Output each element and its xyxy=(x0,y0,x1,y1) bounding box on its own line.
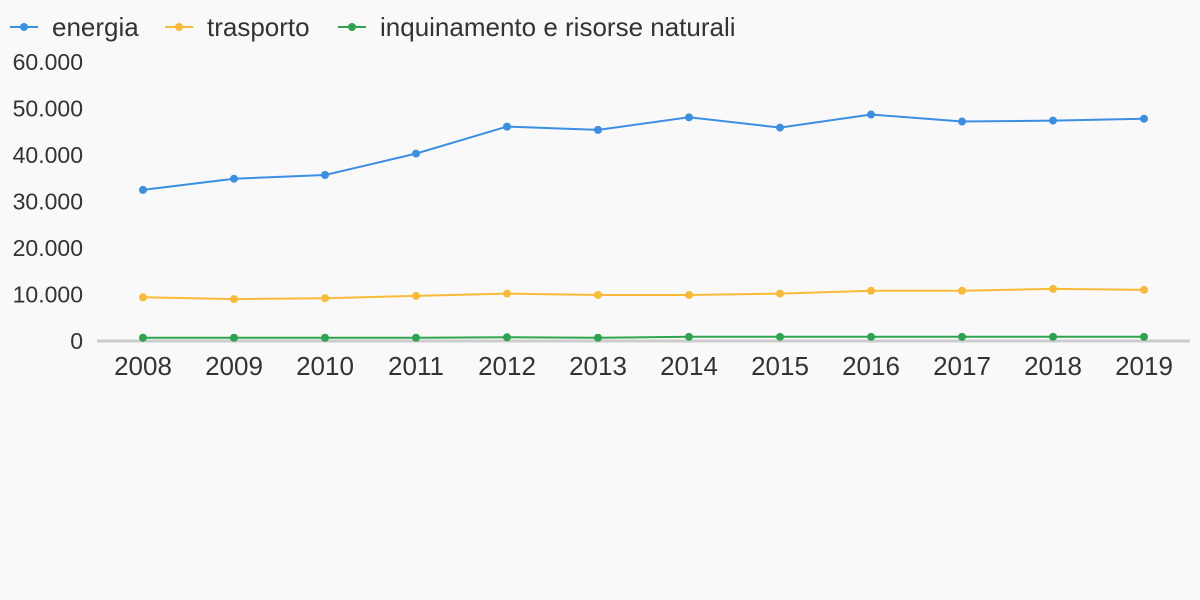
y-tick-label: 30.000 xyxy=(13,189,83,215)
data-point[interactable] xyxy=(594,125,602,134)
x-tick-label: 2009 xyxy=(205,351,263,381)
data-point[interactable] xyxy=(1140,114,1148,123)
series-2 xyxy=(139,332,1148,342)
data-point[interactable] xyxy=(1049,284,1057,293)
series-1 xyxy=(139,284,1148,304)
legend-swatch-dot xyxy=(20,23,28,31)
data-point[interactable] xyxy=(776,332,784,341)
x-tick-label: 2010 xyxy=(296,351,354,381)
legend-label: energia xyxy=(52,12,139,42)
data-point[interactable] xyxy=(594,333,602,342)
data-point[interactable] xyxy=(685,332,693,341)
data-point[interactable] xyxy=(321,170,329,179)
data-point[interactable] xyxy=(594,290,602,299)
data-point[interactable] xyxy=(230,174,238,183)
x-tick-label: 2017 xyxy=(933,351,991,381)
legend-item-1[interactable]: trasporto xyxy=(165,12,310,42)
x-tick-label: 2012 xyxy=(478,351,536,381)
series-line xyxy=(143,335,1144,339)
series-group xyxy=(139,110,1148,342)
y-tick-label: 50.000 xyxy=(13,96,83,122)
legend-swatch-dot xyxy=(348,23,356,31)
data-point[interactable] xyxy=(867,110,875,119)
y-tick-label: 10.000 xyxy=(13,282,83,308)
legend-item-2[interactable]: inquinamento e risorse naturali xyxy=(338,12,736,42)
data-point[interactable] xyxy=(685,113,693,122)
data-point[interactable] xyxy=(503,289,511,298)
y-tick-label: 20.000 xyxy=(13,235,83,261)
data-point[interactable] xyxy=(1140,332,1148,341)
data-point[interactable] xyxy=(1140,285,1148,294)
data-point[interactable] xyxy=(867,332,875,341)
legend-swatch-dot xyxy=(175,23,183,31)
y-tick-label: 40.000 xyxy=(13,142,83,168)
data-point[interactable] xyxy=(1049,332,1057,341)
legend-label: inquinamento e risorse naturali xyxy=(380,12,736,42)
x-tick-label: 2008 xyxy=(114,351,172,381)
data-point[interactable] xyxy=(321,294,329,303)
data-point[interactable] xyxy=(958,332,966,341)
x-tick-label: 2019 xyxy=(1115,351,1173,381)
data-point[interactable] xyxy=(230,295,238,304)
data-point[interactable] xyxy=(958,286,966,295)
y-tick-label: 60.000 xyxy=(13,49,83,75)
x-axis: 2008 2009 2010 2011 2012 2013 2014 2015 2016 2017… xyxy=(114,351,1173,381)
x-tick-label: 2015 xyxy=(751,351,809,381)
data-point[interactable] xyxy=(503,122,511,131)
data-point[interactable] xyxy=(139,185,147,194)
data-point[interactable] xyxy=(321,333,329,342)
data-point[interactable] xyxy=(503,333,511,342)
y-axis: 0 10.000 20.000 30.000 40.000 50.000 60.000 xyxy=(13,49,83,354)
series-0 xyxy=(139,110,1148,194)
legend: energia trasporto inquinamento e risorse n… xyxy=(10,12,736,42)
x-tick-label: 2018 xyxy=(1024,351,1082,381)
data-point[interactable] xyxy=(867,286,875,295)
data-point[interactable] xyxy=(230,333,238,342)
series-line xyxy=(142,287,1145,301)
data-point[interactable] xyxy=(1049,116,1057,125)
legend-label: trasporto xyxy=(207,12,310,42)
data-point[interactable] xyxy=(139,293,147,302)
data-point[interactable] xyxy=(412,291,420,300)
series-line xyxy=(142,113,1145,191)
data-point[interactable] xyxy=(958,117,966,126)
data-point[interactable] xyxy=(412,149,420,158)
data-point[interactable] xyxy=(139,333,147,342)
y-tick-label: 0 xyxy=(70,328,83,354)
data-point[interactable] xyxy=(776,123,784,132)
legend-item-0[interactable]: energia xyxy=(10,12,139,42)
data-point[interactable] xyxy=(412,333,420,342)
x-tick-label: 2014 xyxy=(660,351,718,381)
data-point[interactable] xyxy=(685,290,693,299)
data-point[interactable] xyxy=(776,289,784,298)
x-tick-label: 2011 xyxy=(388,351,444,381)
x-tick-label: 2013 xyxy=(569,351,627,381)
x-tick-label: 2016 xyxy=(842,351,900,381)
